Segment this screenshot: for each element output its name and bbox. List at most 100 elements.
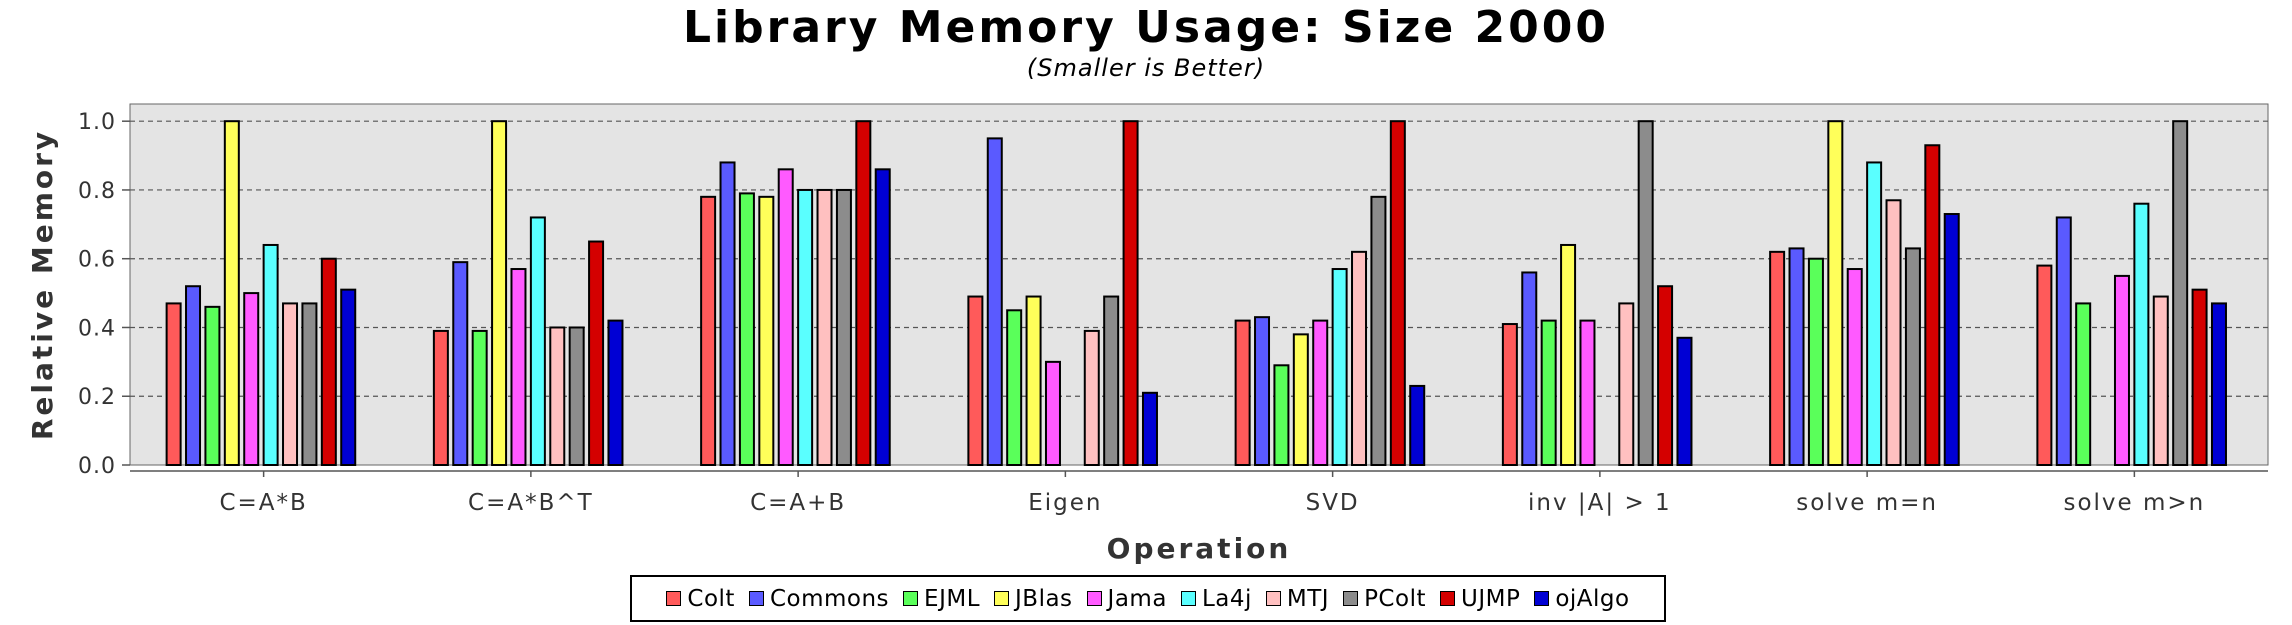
- bar-pcolt: [568, 326, 585, 466]
- bar-ojalgo: [1141, 391, 1158, 466]
- legend-label: JBlas: [1015, 585, 1073, 612]
- bar-mtj: [1618, 302, 1635, 466]
- bar-jama: [1312, 319, 1329, 466]
- y-tick-label: 0.0: [78, 454, 116, 479]
- bar-pcolt: [1103, 295, 1120, 466]
- bar-ujmp: [1924, 144, 1941, 466]
- bar-mtj: [549, 326, 566, 466]
- bar-commons: [1254, 316, 1271, 466]
- legend-swatch: [1439, 591, 1455, 606]
- tick-labels: 0.0 0.2 0.4 0.6 0.8 1.0 C=A*B C=A*B^T C=A+B Eigen…: [78, 110, 2205, 516]
- legend-item-mtj: MTJ: [1265, 585, 1330, 612]
- legend-swatch: [1534, 591, 1550, 606]
- bar-jama: [1044, 360, 1061, 467]
- bar-jblas: [758, 195, 775, 466]
- x-axis-label: Operation: [1107, 532, 1292, 565]
- bar-pcolt: [1370, 195, 1387, 466]
- bar-mtj: [2152, 295, 2169, 466]
- legend-item-pcolt: PColt: [1343, 586, 1426, 612]
- y-tick-label: 0.4: [78, 316, 116, 341]
- bar-jblas: [223, 120, 240, 466]
- legend-swatch: [1343, 591, 1359, 606]
- bar-pcolt: [835, 188, 852, 466]
- chart-title: Library Memory Usage: Size 2000: [683, 2, 1609, 53]
- bar-ujmp: [320, 257, 337, 467]
- legend-item-colt: Colt: [666, 586, 735, 612]
- bar-jblas: [1827, 120, 1844, 466]
- bar-ujmp: [1657, 285, 1674, 466]
- bar-la4j: [529, 216, 546, 466]
- legend-item-jama: Jama: [1086, 585, 1167, 612]
- bar-colt: [1769, 250, 1786, 466]
- bar-ujmp: [1122, 120, 1139, 466]
- bar-pcolt: [2172, 120, 2189, 466]
- bar-ejml: [1273, 364, 1290, 466]
- bar-la4j: [2133, 202, 2150, 466]
- bar-la4j: [262, 243, 279, 466]
- bar-colt: [1234, 319, 1251, 466]
- y-tick-label: 0.8: [78, 179, 116, 204]
- legend-label: UJMP: [1460, 585, 1521, 612]
- x-tick-label: inv |A| > 1: [1528, 490, 1672, 516]
- legend-label: Colt: [687, 585, 735, 612]
- bar-jama: [243, 292, 260, 466]
- bar-ujmp: [588, 240, 605, 466]
- bar-mtj: [816, 188, 833, 466]
- bar-ojalgo: [1409, 384, 1426, 466]
- x-tick-label: C=A*B: [219, 490, 307, 516]
- bar-ujmp: [855, 120, 872, 466]
- legend-label: PColt: [1364, 585, 1426, 612]
- legend-label: Commons: [769, 585, 890, 612]
- bar-mtj: [282, 302, 299, 466]
- bar-la4j: [797, 188, 814, 466]
- bar-la4j: [1331, 268, 1348, 466]
- bar-jblas: [491, 120, 508, 466]
- bar-jama: [2113, 274, 2130, 466]
- bar-ujmp: [2191, 288, 2208, 466]
- bar-jama: [510, 268, 527, 466]
- bar-jama: [1579, 319, 1596, 466]
- y-tick-label: 0.6: [78, 248, 116, 273]
- bar-ojalgo: [1676, 336, 1693, 466]
- x-tick-label: solve m>n: [2063, 490, 2205, 516]
- x-tick-label: C=A+B: [750, 490, 846, 516]
- bar-ojalgo: [2210, 302, 2227, 466]
- legend-swatch: [1086, 591, 1102, 606]
- bar-jblas: [1292, 333, 1309, 466]
- bar-pcolt: [301, 302, 318, 466]
- x-tick-label: SVD: [1306, 490, 1360, 516]
- bar-ojalgo: [340, 288, 357, 466]
- bar-ojalgo: [874, 168, 891, 466]
- bar-jblas: [1560, 243, 1577, 466]
- legend-swatch: [903, 591, 919, 606]
- legend-item-ojalgo: ojAlgo: [1534, 586, 1629, 612]
- bar-jama: [777, 168, 794, 466]
- bar-colt: [432, 329, 449, 466]
- bar-commons: [185, 285, 202, 466]
- bar-colt: [1501, 323, 1518, 466]
- bar-ejml: [1540, 319, 1557, 466]
- bar-jblas: [1025, 295, 1042, 466]
- bar-ejml: [1006, 309, 1023, 466]
- bar-ojalgo: [1943, 213, 1960, 466]
- legend-label: Jama: [1107, 585, 1167, 612]
- legend-label: MTJ: [1286, 585, 1330, 612]
- bar-ejml: [204, 305, 221, 466]
- bar-la4j: [1866, 161, 1883, 466]
- y-tick-label: 1.0: [78, 110, 116, 135]
- x-tick-label: solve m=n: [1796, 490, 1938, 516]
- legend-swatch: [994, 591, 1010, 606]
- bar-pcolt: [1904, 247, 1921, 466]
- bar-ejml: [2075, 302, 2092, 466]
- bar-ejml: [471, 329, 488, 466]
- x-tick-label: C=A*B^T: [468, 490, 594, 516]
- chart-canvas: 0.0 0.2 0.4 0.6 0.8 1.0 C=A*B C=A*B^T C=A+B Eigen…: [26, 103, 2269, 565]
- y-axis-label: Relative Memory: [26, 129, 59, 440]
- legend: Colt Commons EJML JBlas Jama La4j MTJ PColt UJMP…: [630, 575, 1666, 622]
- legend-item-commons: Commons: [748, 585, 890, 612]
- legend-swatch: [1265, 591, 1281, 606]
- legend-item-ejml: EJML: [903, 586, 980, 612]
- legend-item-la4j: La4j: [1180, 586, 1252, 612]
- legend-item-jblas: JBlas: [994, 586, 1073, 612]
- bar-colt: [2036, 264, 2053, 467]
